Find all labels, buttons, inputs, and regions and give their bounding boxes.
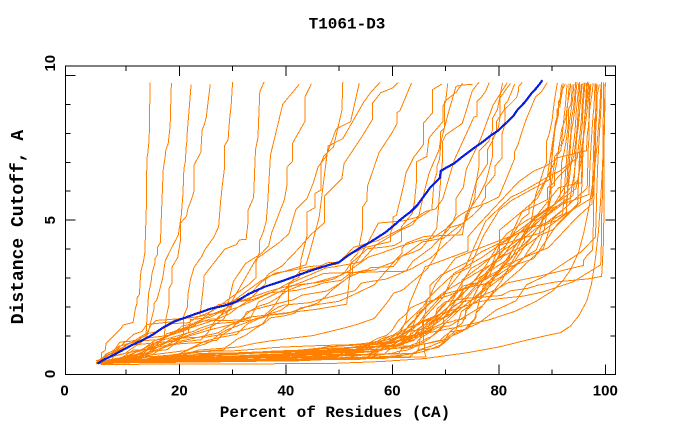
y-tick-label-10: 10: [42, 55, 59, 72]
x-tick-label-20: 20: [171, 382, 188, 399]
model-curve: [101, 82, 548, 363]
model-curve: [96, 82, 581, 365]
model-curve: [99, 82, 490, 363]
model-curve: [98, 83, 585, 363]
model-curve: [103, 82, 464, 365]
model-curve: [96, 83, 473, 363]
model-curve: [102, 82, 588, 363]
highlighted-model-curve: [96, 79, 544, 365]
x-tick-label-0: 0: [60, 382, 68, 399]
model-curve: [103, 82, 511, 362]
model-curve: [104, 83, 572, 362]
chart-title: T1061-D3: [309, 16, 386, 34]
x-axis-title: Percent of Residues (CA): [220, 404, 450, 422]
curves-group: [95, 79, 606, 365]
model-curve: [102, 83, 516, 362]
model-curve: [101, 84, 602, 364]
x-tick-label-80: 80: [490, 382, 507, 399]
model-curve: [102, 81, 344, 365]
model-curve: [99, 82, 172, 362]
y-tick-label-0: 0: [42, 370, 59, 378]
x-tick-label-60: 60: [384, 382, 401, 399]
y-tick-label-5: 5: [42, 216, 59, 224]
model-curve: [98, 81, 480, 362]
model-curve: [97, 81, 234, 364]
model-curve: [101, 83, 312, 364]
model-curve: [101, 82, 523, 363]
model-curve: [100, 84, 606, 365]
model-curve: [96, 83, 591, 363]
model-curve: [97, 81, 381, 362]
model-curve: [98, 83, 443, 364]
model-curve: [102, 82, 508, 362]
model-curve: [97, 83, 583, 365]
model-curve: [104, 83, 503, 362]
y-axis-title: Distance Cutoff, A: [9, 130, 29, 325]
model-curve: [97, 83, 597, 365]
model-curve: [96, 83, 580, 363]
x-tick-label-40: 40: [278, 382, 295, 399]
model-curve: [101, 81, 265, 364]
axis-frame-and-ticks: [65, 65, 616, 375]
x-tick-label-100: 100: [593, 382, 618, 399]
model-curve: [104, 83, 449, 363]
model-curve: [100, 82, 151, 362]
